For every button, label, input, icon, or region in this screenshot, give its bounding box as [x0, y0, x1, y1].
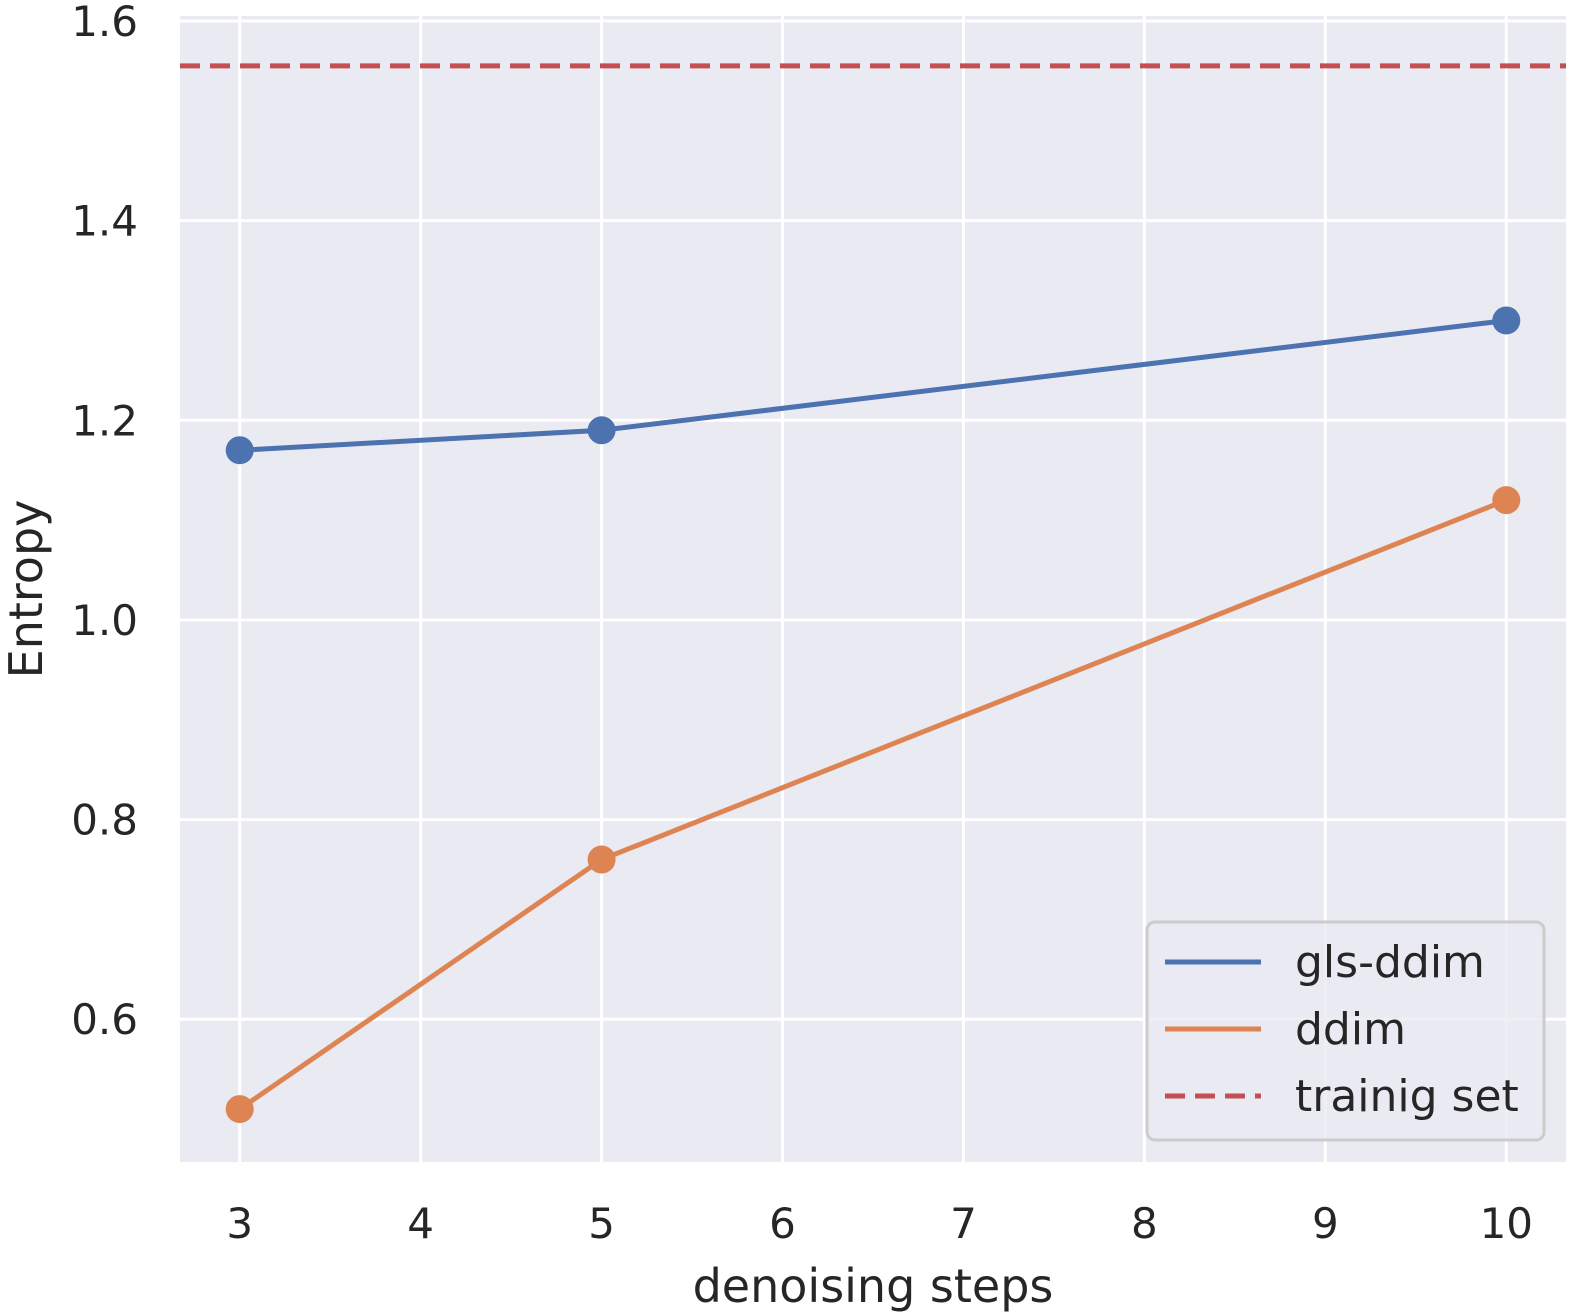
x-tick-label: 10	[1480, 1199, 1533, 1248]
y-tick-label: 0.6	[71, 995, 138, 1044]
legend-box	[1145, 920, 1546, 1142]
y-tick-label: 0.8	[71, 796, 138, 845]
x-tick-label: 9	[1312, 1199, 1339, 1248]
data-point-gls-ddim	[587, 416, 616, 445]
y-tick-label: 1.6	[71, 0, 138, 46]
data-point-gls-ddim	[225, 436, 254, 465]
y-tick-labels: 0.6 0.8 1.0 1.2 1.4 1.6	[71, 0, 138, 1044]
y-axis-label: Entropy	[0, 500, 53, 679]
x-tick-labels: 3 4 5 6 7 8 9 10	[226, 1199, 1533, 1248]
y-tick-label: 1.0	[71, 596, 138, 645]
x-tick-label: 8	[1131, 1199, 1158, 1248]
x-tick-label: 5	[588, 1199, 615, 1248]
x-tick-label: 4	[407, 1199, 434, 1248]
data-point-ddim	[225, 1095, 254, 1124]
data-point-ddim	[587, 845, 616, 874]
x-tick-label: 7	[950, 1199, 977, 1248]
legend-label-ddim: ddim	[1295, 1004, 1406, 1055]
legend-label-trainig-set: trainig set	[1295, 1071, 1519, 1122]
y-tick-label: 1.2	[71, 396, 138, 445]
y-tick-label: 1.4	[71, 197, 138, 246]
grid-lines	[180, 16, 1566, 1162]
data-point-gls-ddim	[1492, 306, 1521, 335]
data-point-ddim	[1492, 486, 1521, 515]
x-tick-label: 3	[226, 1199, 253, 1248]
x-axis-label: denoising steps	[693, 1259, 1054, 1313]
series-markers	[225, 306, 1521, 1124]
legend: gls-ddim ddim trainig set	[1145, 920, 1546, 1142]
legend-label-gls-ddim: gls-ddim	[1295, 937, 1485, 988]
x-tick-label: 6	[769, 1199, 796, 1248]
